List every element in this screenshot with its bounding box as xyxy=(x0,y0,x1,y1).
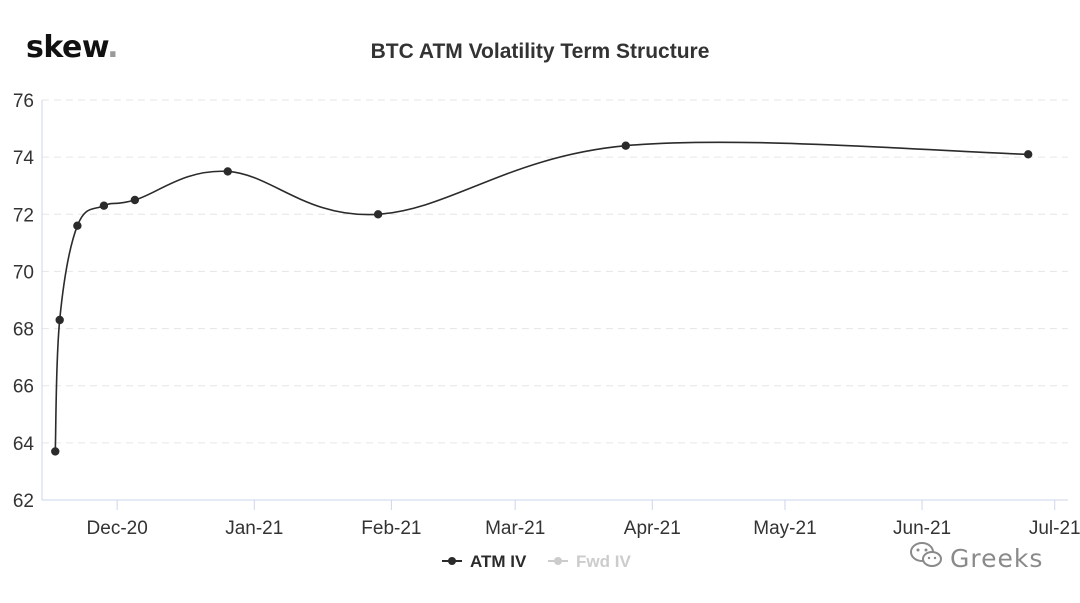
data-point[interactable] xyxy=(223,167,232,176)
data-point[interactable] xyxy=(130,195,140,205)
logo-text: skew xyxy=(26,30,108,65)
x-tick-label: Jan-21 xyxy=(225,518,283,539)
data-point[interactable] xyxy=(99,201,109,210)
y-tick-label: 66 xyxy=(13,377,34,398)
y-tick-label: 76 xyxy=(13,91,34,112)
data-point[interactable] xyxy=(373,210,383,219)
chart-title: BTC ATM Volatility Term Structure xyxy=(370,40,710,63)
y-tick-label: 62 xyxy=(13,491,34,512)
logo-dot: . xyxy=(107,30,119,65)
data-point[interactable] xyxy=(51,447,60,456)
watermark: Greeks xyxy=(908,540,1043,576)
data-point[interactable] xyxy=(1023,150,1033,159)
data-point[interactable] xyxy=(621,141,630,150)
watermark-text: Greeks xyxy=(950,543,1044,573)
wechat-icon xyxy=(908,540,944,576)
y-tick-label: 72 xyxy=(13,205,34,226)
legend-label: Fwd IV xyxy=(576,552,631,571)
x-tick-label: Feb-21 xyxy=(361,518,421,539)
y-tick-label: 70 xyxy=(13,262,34,283)
grid-lines xyxy=(42,99,1068,444)
legend: ATM IV Fwd IV xyxy=(442,552,631,571)
y-tick-label: 64 xyxy=(13,434,35,455)
x-tick-label: Mar-21 xyxy=(485,518,545,539)
series-line-atm-iv xyxy=(54,141,1029,452)
skew-logo: skew. xyxy=(26,30,119,65)
legend-marker xyxy=(554,557,562,565)
data-point[interactable] xyxy=(73,221,82,230)
x-tick-label: Jul-21 xyxy=(1029,518,1080,539)
x-tick-label: Jun-21 xyxy=(893,518,951,539)
legend-marker xyxy=(448,557,456,565)
y-tick-label: 74 xyxy=(13,148,35,169)
axes: 62 64 66 68 70 72 74 76 Dec-20 Jan-21 Feb-21 Mar-21… xyxy=(13,91,1080,539)
legend-label: ATM IV xyxy=(470,552,527,571)
data-point[interactable] xyxy=(55,315,64,325)
x-tick-label: May-21 xyxy=(753,518,816,539)
legend-item-fwd-iv[interactable]: Fwd IV xyxy=(548,552,631,571)
x-tick-label: Apr-21 xyxy=(624,518,681,539)
series-layer xyxy=(51,141,1033,456)
y-tick-label: 68 xyxy=(13,320,34,341)
x-tick-label: Dec-20 xyxy=(87,518,148,539)
legend-item-atm-iv[interactable]: ATM IV xyxy=(442,552,527,571)
